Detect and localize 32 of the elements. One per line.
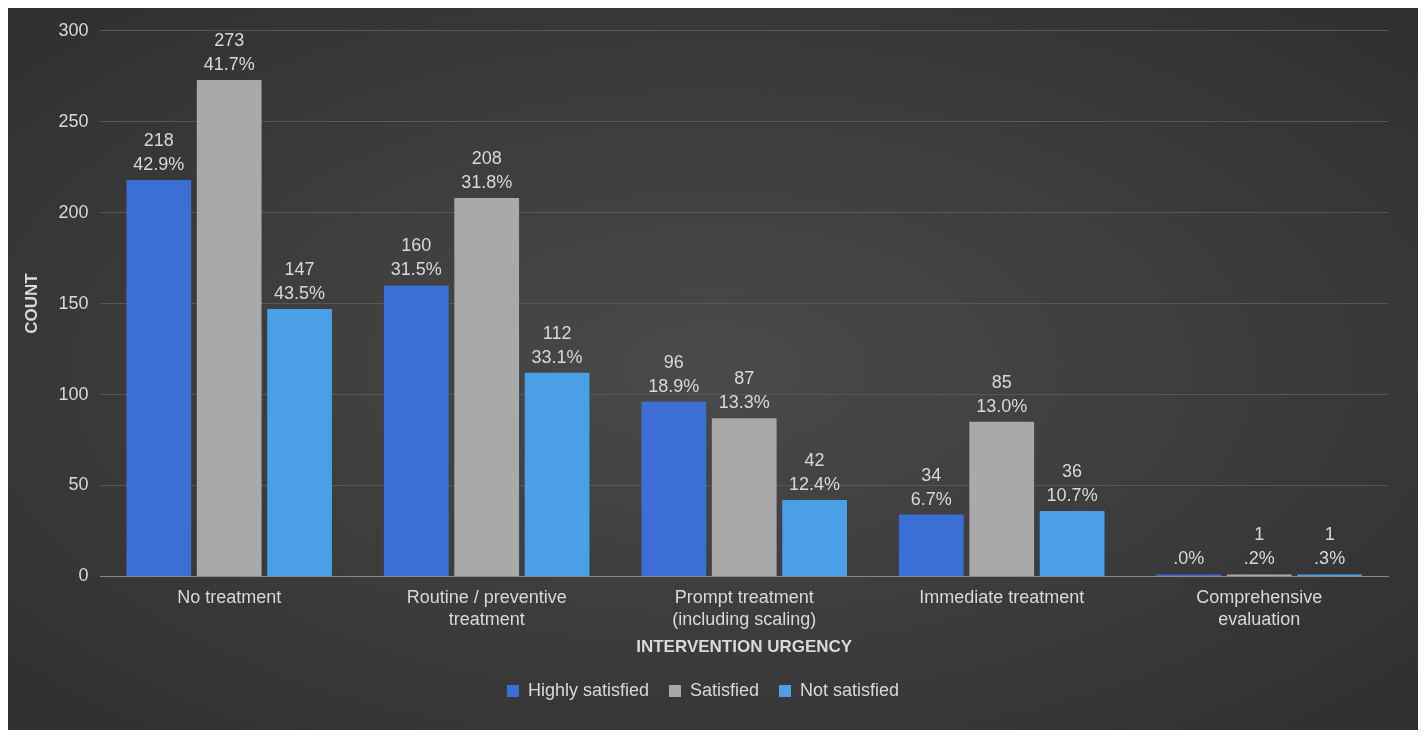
data-label: 1 .3% (1314, 524, 1346, 569)
y-tick-label: 100 (58, 383, 89, 404)
data-label: 160 31.5% (390, 235, 442, 280)
data-label: 85 13.0% (976, 371, 1028, 416)
legend-label: Not satisfied (800, 679, 900, 700)
data-label: 36 10.7% (1046, 460, 1098, 505)
data-label: 87 13.3% (718, 368, 770, 413)
x-tick-label: Immediate treatment (919, 587, 1085, 608)
x-tick-label: Prompt treatment (including scaling) (672, 587, 817, 629)
data-label: .0% (1173, 548, 1205, 569)
x-tick-label: Comprehensive evaluation (1196, 587, 1323, 629)
y-tick-label: 200 (58, 201, 89, 222)
data-label: 112 33.1% (531, 322, 583, 367)
y-axis-title: COUNT (21, 272, 41, 334)
y-tick-label: 250 (58, 110, 89, 131)
y-tick-label: 0 (78, 565, 89, 586)
data-label: 1 .2% (1243, 524, 1275, 569)
y-tick-label: 50 (68, 474, 89, 495)
legend-label: Highly satisfied (527, 679, 649, 700)
legend-label: Satisfied (689, 679, 760, 700)
data-label: 147 43.5% (274, 259, 326, 304)
y-tick-label: 300 (58, 19, 89, 40)
x-tick-label: No treatment (177, 587, 282, 608)
x-tick-label: Routine / preventive treatment (406, 587, 567, 629)
data-label: 218 42.9% (133, 129, 185, 174)
data-label: 34 6.7% (910, 464, 952, 509)
x-axis-title: INTERVENTION URGENCY (636, 637, 853, 657)
data-label: 96 18.9% (648, 351, 700, 396)
data-label: 208 31.8% (461, 148, 513, 193)
y-tick-label: 150 (58, 292, 89, 313)
data-label: 42 12.4% (789, 449, 841, 494)
data-label: 273 41.7% (203, 29, 255, 74)
